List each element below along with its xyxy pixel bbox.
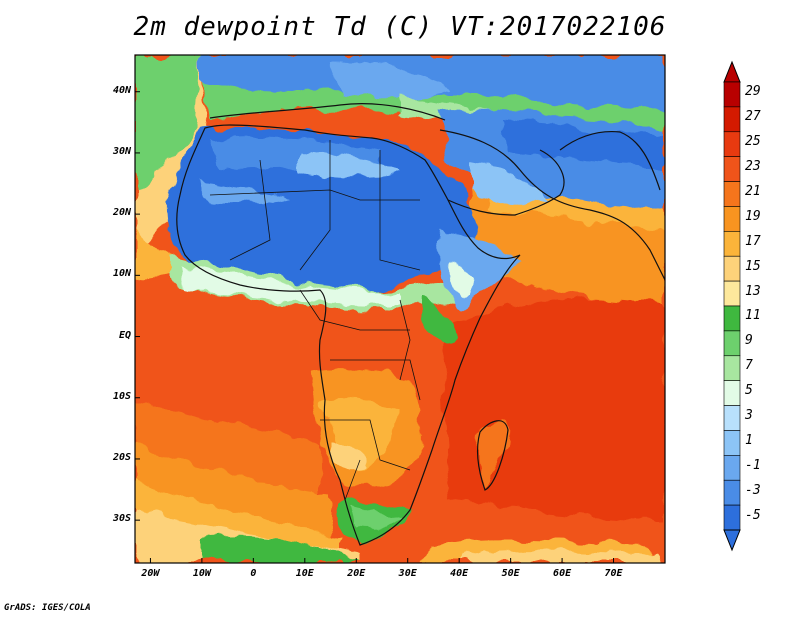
colorbar-max-arrow — [723, 60, 741, 83]
colorbar-label: 19 — [745, 208, 761, 224]
colorbar-swatch — [723, 156, 741, 182]
colorbar-swatch — [723, 181, 741, 207]
lon-label: 0 — [250, 568, 257, 579]
colorbar-label: 7 — [745, 358, 753, 374]
colorbar-swatch — [723, 131, 741, 157]
colorbar-label: -3 — [745, 482, 761, 498]
lat-label: 40N — [112, 84, 131, 96]
dewpoint-field — [135, 55, 665, 563]
lon-label: 50E — [501, 568, 520, 579]
colorbar-swatch — [723, 355, 741, 381]
axis-ticks — [135, 91, 615, 563]
lon-label: 20W — [141, 568, 160, 579]
map-title: 2m dewpoint Td (C) VT:2017022106 — [133, 12, 667, 42]
lon-label: 40E — [450, 568, 469, 579]
lat-label: 10N — [112, 268, 131, 280]
colorbar-label: 23 — [745, 159, 761, 175]
colorbar-swatch — [723, 479, 741, 506]
colorbar — [723, 60, 741, 552]
colorbar-label: 15 — [745, 258, 761, 274]
colorbar-label: -5 — [745, 507, 761, 523]
lon-label: 30E — [398, 568, 417, 579]
colorbar-label: 9 — [745, 333, 753, 349]
colorbar-swatch — [723, 280, 741, 307]
lon-label: 10W — [192, 568, 211, 579]
lon-label: 20E — [347, 568, 366, 579]
colorbar-label: 25 — [745, 134, 761, 150]
colorbar-swatch — [723, 81, 741, 108]
colorbar-label: 3 — [745, 408, 753, 423]
lat-label: 30N — [112, 145, 131, 157]
colorbar-label: 27 — [745, 109, 761, 125]
colorbar-label: 13 — [745, 283, 761, 299]
lon-label: 10E — [295, 568, 314, 579]
lon-label: 70E — [604, 568, 623, 579]
colorbar-label: 5 — [745, 383, 753, 399]
colorbar-label: 21 — [745, 184, 761, 199]
colorbar-swatch — [723, 231, 741, 257]
colorbar-min-arrow — [723, 529, 741, 552]
lat-label: 20S — [112, 451, 131, 463]
colorbar-swatch — [723, 455, 741, 481]
lat-label: EQ — [118, 329, 131, 341]
lat-label: 10S — [112, 390, 131, 402]
colorbar-label: 1 — [745, 432, 753, 448]
lat-label: 30S — [112, 513, 131, 525]
colorbar-swatch — [723, 305, 741, 332]
colorbar-swatch — [723, 504, 741, 531]
colorbar-label: 29 — [745, 84, 761, 100]
colorbar-label: 17 — [745, 233, 761, 249]
lat-label: 20N — [112, 207, 131, 219]
coastlines — [176, 103, 665, 546]
colorbar-swatch — [723, 380, 741, 406]
colorbar-label: 11 — [745, 308, 761, 324]
country-borders — [209, 140, 421, 501]
colorbar-swatch — [723, 255, 741, 282]
colorbar-swatch — [723, 206, 741, 232]
map-frame — [134, 54, 666, 564]
colorbar-swatch — [723, 106, 741, 133]
lon-label: 60E — [553, 568, 572, 579]
colorbar-label: -1 — [745, 457, 761, 473]
colorbar-swatch — [723, 430, 741, 456]
colorbar-swatch — [723, 330, 741, 357]
grads-credit: GrADS: IGES/COLA — [4, 603, 91, 613]
colorbar-swatch — [723, 405, 741, 431]
